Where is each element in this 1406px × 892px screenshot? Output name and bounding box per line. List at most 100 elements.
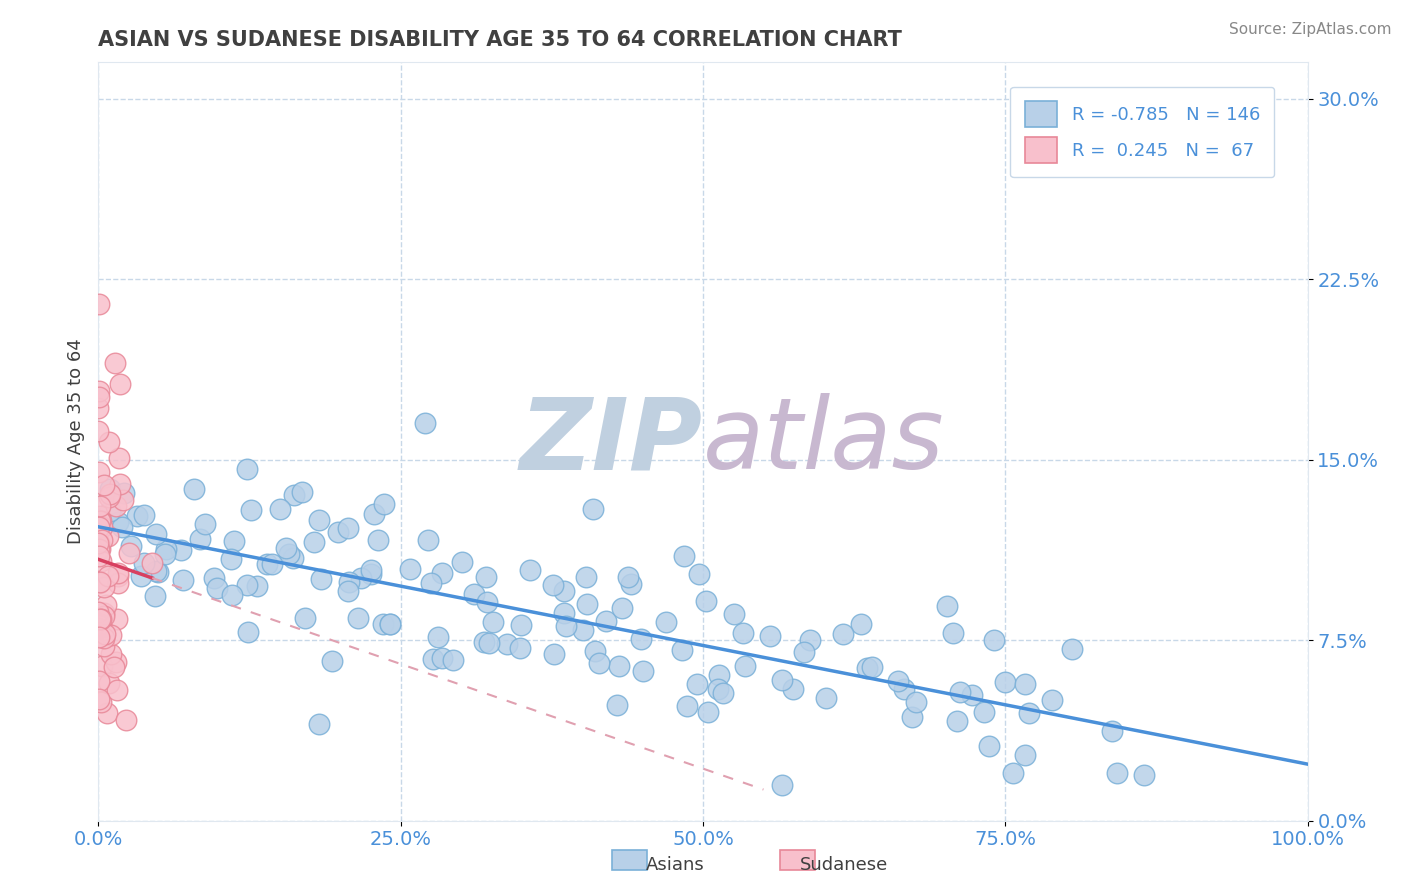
Point [942, 626, 965, 640]
Point [98, 491, 121, 505]
Point [575, 570, 598, 584]
Point [994, 675, 1017, 690]
Point [236, 461, 259, 475]
Point [294, 611, 316, 625]
Point [936, 599, 959, 613]
Point [337, 521, 360, 535]
Point [1132, 768, 1154, 782]
Point [112, 486, 135, 500]
Point [110, 377, 132, 392]
Point [676, 698, 699, 713]
Point [422, 652, 444, 666]
Point [475, 595, 498, 609]
Point [141, 557, 163, 571]
Point [631, 665, 654, 679]
Point [482, 615, 505, 629]
Point [1040, 692, 1063, 706]
Point [104, 499, 127, 513]
Point [770, 673, 793, 688]
Point [1107, 766, 1129, 780]
Point [576, 597, 599, 611]
Text: Sudanese: Sudanese [800, 856, 887, 874]
Point [946, 714, 969, 728]
Point [326, 525, 349, 540]
Point [595, 615, 617, 629]
Point [89, 575, 111, 590]
Point [893, 682, 915, 697]
Point [713, 686, 735, 700]
Point [793, 645, 815, 659]
Point [97, 529, 120, 543]
Point [321, 654, 343, 668]
Point [183, 483, 205, 497]
Point [93, 580, 115, 594]
Point [87, 519, 110, 533]
Point [90, 612, 112, 626]
Point [89, 508, 111, 523]
Point [686, 676, 709, 690]
Point [103, 659, 125, 673]
Point [363, 507, 385, 521]
Point [672, 549, 695, 563]
Point [1101, 724, 1123, 739]
Point [100, 628, 122, 642]
Point [87, 549, 110, 563]
Point [145, 527, 167, 541]
Point [607, 658, 630, 673]
Point [308, 513, 330, 527]
Point [89, 511, 111, 525]
Point [132, 556, 155, 570]
Point [606, 698, 628, 713]
Point [759, 629, 782, 643]
FancyBboxPatch shape [612, 850, 647, 870]
Point [262, 557, 284, 571]
Point [962, 688, 984, 702]
Point [93, 639, 115, 653]
Point [519, 563, 541, 577]
Point [221, 588, 243, 602]
Point [426, 630, 449, 644]
Point [495, 637, 517, 651]
Point [112, 493, 135, 508]
Point [87, 541, 110, 556]
Point [108, 450, 131, 465]
Point [399, 562, 422, 576]
Point [475, 570, 498, 584]
Point [89, 631, 111, 645]
Point [89, 674, 111, 689]
Point [96, 598, 118, 612]
Point [347, 611, 370, 625]
Point [697, 706, 720, 720]
Point [87, 536, 110, 550]
Point [98, 483, 121, 497]
Point [107, 569, 129, 583]
Point [415, 417, 437, 431]
Point [145, 564, 167, 578]
Point [860, 660, 883, 674]
Point [302, 534, 325, 549]
Point [472, 634, 495, 648]
Point [93, 606, 115, 620]
Legend: R = -0.785   N = 146, R =  0.245   N =  67: R = -0.785 N = 146, R = 0.245 N = 67 [1010, 87, 1274, 178]
Point [378, 616, 401, 631]
Point [572, 623, 595, 637]
Text: ASIAN VS SUDANESE DISABILITY AGE 35 TO 64 CORRELATION CHART: ASIAN VS SUDANESE DISABILITY AGE 35 TO 6… [98, 29, 903, 50]
Point [110, 520, 132, 534]
Point [143, 589, 166, 603]
Point [87, 622, 110, 636]
Point [155, 547, 177, 561]
Point [91, 658, 114, 673]
Point [98, 675, 121, 690]
Point [107, 566, 129, 580]
Point [108, 476, 131, 491]
Point [93, 626, 115, 640]
Point [219, 551, 242, 566]
Point [630, 632, 652, 646]
Point [723, 607, 745, 621]
Point [814, 691, 837, 706]
Point [118, 546, 141, 560]
Point [89, 542, 111, 557]
Point [238, 624, 260, 639]
Point [905, 695, 928, 709]
Point [222, 534, 245, 549]
